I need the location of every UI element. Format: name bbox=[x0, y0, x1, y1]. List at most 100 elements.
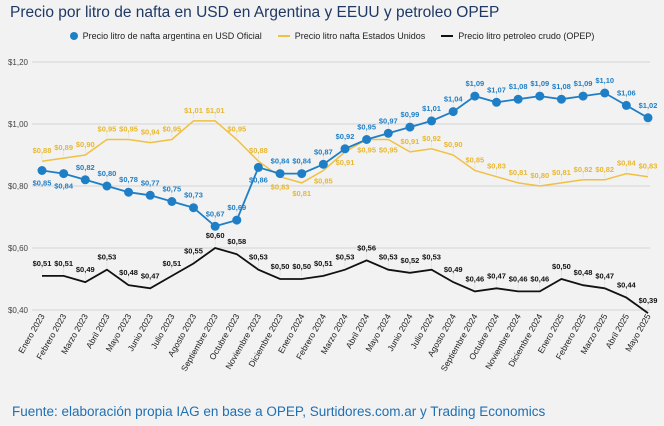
data-point bbox=[340, 144, 350, 154]
data-label: $0,95 bbox=[119, 125, 138, 134]
data-label: $0,78 bbox=[119, 175, 138, 184]
legend-item-argentina: Precio litro de nafta argentina en USD O… bbox=[69, 31, 262, 41]
data-label: $0,87 bbox=[314, 147, 333, 156]
data-label: $0,85 bbox=[33, 179, 52, 188]
data-point bbox=[80, 175, 90, 185]
data-label: $0,77 bbox=[141, 178, 160, 187]
data-label: $0,81 bbox=[509, 168, 528, 177]
data-point bbox=[297, 169, 307, 179]
data-label: $0,80 bbox=[530, 171, 549, 180]
data-label: $1,04 bbox=[444, 95, 464, 104]
data-point bbox=[621, 100, 631, 110]
data-label: $0,89 bbox=[54, 143, 73, 152]
legend-marker-icon bbox=[69, 32, 78, 40]
data-label: $0,81 bbox=[552, 168, 571, 177]
data-label: $0,73 bbox=[184, 191, 203, 200]
data-label: $0,48 bbox=[574, 268, 593, 277]
data-label: $0,69 bbox=[227, 203, 246, 212]
data-label: $0,48 bbox=[119, 268, 138, 277]
data-label: $1,09 bbox=[530, 79, 549, 88]
data-label: $0,82 bbox=[574, 165, 593, 174]
data-label: $1,01 bbox=[184, 106, 203, 115]
data-point bbox=[275, 169, 285, 179]
legend-line-icon bbox=[441, 35, 454, 37]
data-label: $0,50 bbox=[271, 262, 290, 271]
series-line bbox=[42, 247, 649, 314]
data-point bbox=[556, 94, 566, 104]
chart-title: Precio por litro de nafta en USD en Arge… bbox=[10, 4, 500, 21]
data-label: $0,56 bbox=[357, 243, 376, 252]
data-label: $0,52 bbox=[401, 256, 420, 265]
data-label: $1,01 bbox=[422, 104, 441, 113]
y-tick-label: $1,20 bbox=[8, 58, 29, 67]
data-label: $0,91 bbox=[401, 137, 420, 146]
legend: Precio litro de nafta argentina en USD O… bbox=[0, 31, 664, 41]
data-label: $0,53 bbox=[249, 253, 268, 262]
data-label: $0,53 bbox=[336, 253, 355, 262]
data-label: $0,53 bbox=[98, 253, 117, 262]
data-label: $0,60 bbox=[206, 231, 225, 240]
data-point bbox=[405, 122, 415, 132]
data-label: $0,95 bbox=[357, 146, 376, 155]
data-label: $0,51 bbox=[33, 259, 52, 268]
data-label: $0,44 bbox=[617, 281, 637, 290]
data-point bbox=[232, 215, 242, 225]
data-label: $0,83 bbox=[487, 162, 506, 171]
data-label: $0,92 bbox=[422, 134, 441, 143]
data-label: $0,51 bbox=[162, 259, 181, 268]
data-label: $0,84 bbox=[54, 182, 74, 191]
data-label: $0,47 bbox=[141, 271, 160, 280]
data-point bbox=[318, 159, 328, 169]
data-label: $0,75 bbox=[162, 185, 181, 194]
data-point bbox=[600, 88, 610, 98]
data-label: $0,84 bbox=[617, 159, 637, 168]
source-footer: Fuente: elaboración propia IAG en base a… bbox=[12, 404, 546, 419]
data-label: $0,90 bbox=[76, 140, 95, 149]
data-point bbox=[513, 94, 523, 104]
data-point bbox=[37, 166, 47, 175]
data-point bbox=[578, 91, 588, 101]
data-label: $0,47 bbox=[595, 271, 614, 280]
y-tick-label: $1,00 bbox=[8, 120, 29, 129]
data-label: $0,94 bbox=[141, 128, 161, 137]
data-label: $0,95 bbox=[379, 146, 398, 155]
data-point bbox=[383, 128, 393, 138]
data-label: $0,50 bbox=[552, 262, 571, 271]
data-point bbox=[362, 135, 372, 144]
data-label: $0,51 bbox=[314, 259, 333, 268]
data-label: $0,84 bbox=[292, 157, 312, 166]
data-point bbox=[253, 162, 263, 172]
data-label: $0,49 bbox=[444, 265, 463, 274]
data-label: $0,92 bbox=[336, 132, 355, 141]
data-label: $1,01 bbox=[206, 106, 225, 115]
data-label: $0,47 bbox=[487, 271, 506, 280]
data-label: $0,95 bbox=[227, 125, 246, 134]
data-label: $0,58 bbox=[227, 237, 246, 246]
data-label: $0,49 bbox=[76, 265, 95, 274]
data-point bbox=[189, 203, 198, 213]
data-label: $0,53 bbox=[422, 253, 441, 262]
data-point bbox=[470, 91, 480, 101]
data-label: $0,83 bbox=[271, 183, 290, 192]
data-point bbox=[492, 97, 501, 107]
legend-line-icon bbox=[277, 35, 290, 37]
data-point bbox=[59, 169, 69, 179]
data-label: $1,10 bbox=[595, 76, 614, 85]
data-label: $0,85 bbox=[465, 156, 484, 165]
y-tick-label: $0,60 bbox=[8, 244, 29, 253]
data-label: $0,99 bbox=[401, 110, 420, 119]
data-label: $0,86 bbox=[249, 175, 268, 184]
data-point bbox=[167, 197, 177, 206]
data-label: $0,82 bbox=[76, 163, 95, 172]
data-label: $1,02 bbox=[639, 101, 658, 110]
legend-item-opep: Precio litro petroleo crudo (OPEP) bbox=[441, 31, 594, 41]
data-label: $0,39 bbox=[639, 296, 658, 305]
data-label: $0,91 bbox=[336, 158, 355, 167]
data-point bbox=[102, 181, 112, 191]
legend-item-eeuu: Precio litro nafta Estados Unidos bbox=[277, 31, 425, 41]
data-label: $0,67 bbox=[206, 209, 225, 218]
data-point bbox=[145, 190, 155, 200]
data-label: $0,80 bbox=[98, 169, 117, 178]
data-label: $0,81 bbox=[292, 189, 311, 198]
